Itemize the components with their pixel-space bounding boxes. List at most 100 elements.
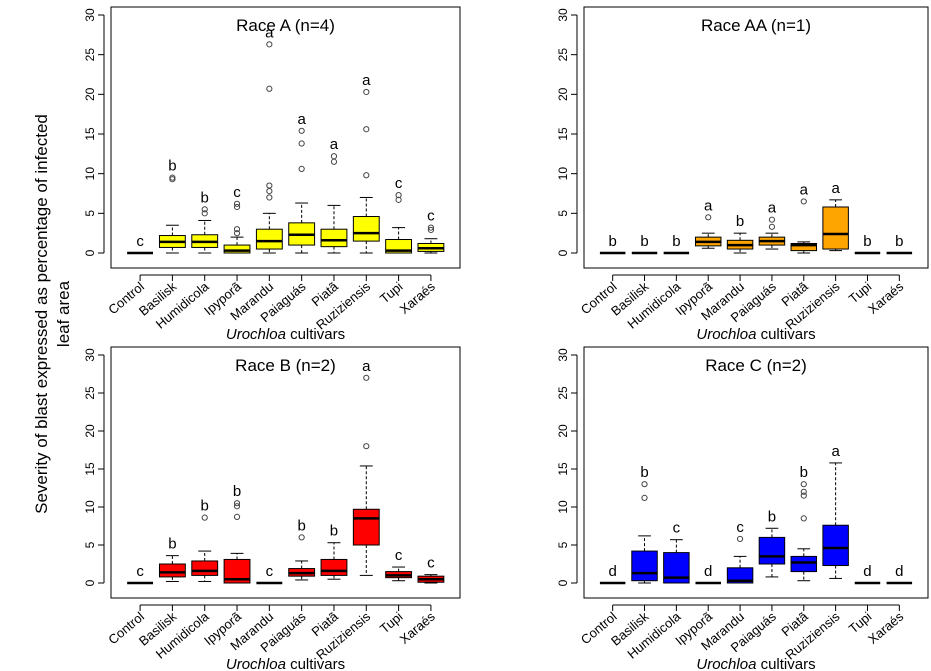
- box-ruziziensis: a: [352, 72, 380, 254]
- y-tick-label: 15: [556, 462, 570, 476]
- outlier-point: [266, 85, 273, 92]
- box-basilisk: b: [158, 536, 186, 582]
- outlier-point: [201, 210, 208, 217]
- x-axis-title: Urochloa cultivars: [696, 326, 815, 343]
- box-body: [223, 558, 251, 584]
- significance-letter: c: [427, 555, 435, 572]
- box-paiaguás: b: [288, 517, 316, 581]
- box-xaraés: b: [886, 233, 913, 255]
- outlier-point: [330, 153, 338, 160]
- box-ruziziensis: a: [822, 443, 849, 579]
- box-piatã: b: [790, 464, 818, 582]
- chart-title: Race A (n=4): [236, 16, 335, 35]
- significance-letter: a: [297, 111, 306, 128]
- outlier-point: [800, 488, 807, 495]
- x-tick-label: Xaraés: [865, 608, 907, 646]
- outlier-point: [363, 88, 370, 96]
- significance-letter: d: [608, 563, 616, 580]
- outlier-point: [233, 203, 241, 211]
- box-humidicola: b: [663, 233, 690, 255]
- significance-letter: c: [136, 233, 144, 250]
- y-tick-label: 20: [83, 87, 97, 101]
- outlier-point: [298, 127, 305, 134]
- x-axis-title-genus: Urochloa: [226, 326, 286, 343]
- box-control: c: [127, 233, 154, 255]
- significance-letter: a: [831, 443, 840, 460]
- box-xaraés: d: [886, 563, 913, 585]
- outlier-point: [768, 223, 776, 230]
- significance-letter: c: [736, 519, 744, 536]
- figure-y-axis-label: Severity of blast expressed as percentag…: [32, 114, 73, 514]
- y-tick-label: 15: [556, 127, 570, 141]
- outlier-point: [233, 200, 241, 207]
- box-tupi: c: [385, 175, 413, 254]
- outlier-point: [233, 500, 241, 507]
- box-control: d: [599, 563, 626, 585]
- outlier-point: [427, 226, 435, 234]
- significance-letter: b: [201, 189, 209, 206]
- significance-letter: d: [895, 563, 903, 580]
- x-tick-label: Xaraés: [397, 608, 439, 646]
- x-axis-title-genus: Urochloa: [226, 656, 286, 671]
- chart-panel: Race C (n=2)051015202530ControlBasiliskH…: [556, 346, 929, 671]
- box-control: b: [599, 233, 626, 255]
- significance-letter: b: [640, 464, 648, 481]
- outlier-point: [233, 503, 241, 510]
- y-tick-label: 25: [556, 386, 570, 400]
- significance-letter: c: [673, 520, 681, 537]
- outlier-point: [330, 158, 338, 165]
- box-paiaguás: a: [758, 200, 786, 250]
- y-tick-label: 0: [556, 249, 570, 256]
- significance-letter: b: [640, 233, 648, 250]
- plot-frame: [110, 6, 461, 269]
- significance-letter: b: [800, 464, 808, 481]
- y-tick-label: 15: [83, 462, 97, 476]
- significance-letter: a: [704, 197, 713, 214]
- significance-letter: b: [168, 158, 176, 175]
- plot-frame: [110, 346, 461, 599]
- y-tick-label: 20: [556, 424, 570, 438]
- significance-letter: a: [362, 358, 371, 375]
- outlier-point: [233, 230, 241, 237]
- y-tick-label: 25: [83, 48, 97, 62]
- significance-letter: b: [895, 233, 903, 250]
- significance-letter: b: [608, 233, 616, 250]
- box-ipyporã: c: [223, 184, 251, 254]
- x-tick-label: Xaraés: [865, 278, 907, 316]
- significance-letter: c: [233, 184, 241, 201]
- outlier-point: [363, 374, 370, 381]
- box-body: [758, 536, 786, 565]
- significance-letter: b: [768, 508, 776, 525]
- box-body: [790, 555, 818, 573]
- outlier-point: [298, 140, 305, 147]
- box-basilisk: b: [631, 233, 658, 255]
- plot-frame: [583, 6, 929, 269]
- y-tick-label: 30: [556, 8, 570, 22]
- significance-letter: b: [233, 483, 241, 500]
- box-piatã: a: [790, 181, 818, 254]
- significance-letter: b: [863, 233, 871, 250]
- outlier-point: [233, 513, 241, 520]
- figure-ylabel-line2: leaf area: [54, 280, 73, 347]
- y-tick-label: 10: [556, 167, 570, 181]
- y-tick-label: 10: [556, 500, 570, 514]
- box-body: [822, 524, 849, 567]
- significance-letter: c: [266, 563, 274, 580]
- x-axis-title-genus: Urochloa: [696, 326, 756, 343]
- significance-letter: c: [136, 563, 144, 580]
- outlier-point: [800, 481, 807, 488]
- box-control: c: [127, 563, 154, 585]
- outlier-point: [201, 206, 208, 213]
- box-tupi: c: [385, 547, 413, 582]
- x-axis-title-rest: cultivars: [756, 326, 815, 343]
- box-ipyporã: a: [694, 197, 722, 249]
- significance-letter: a: [362, 72, 371, 89]
- y-tick-label: 5: [83, 541, 97, 548]
- outlier-point: [427, 224, 435, 231]
- box-body: [320, 228, 348, 248]
- y-tick-label: 30: [83, 8, 97, 22]
- chart-title: Race AA (n=1): [701, 16, 811, 35]
- box-marandu: a: [255, 24, 283, 254]
- chart-panel: Race A (n=4)051015202530ControlBasiliskH…: [83, 6, 461, 343]
- outlier-point: [233, 226, 241, 233]
